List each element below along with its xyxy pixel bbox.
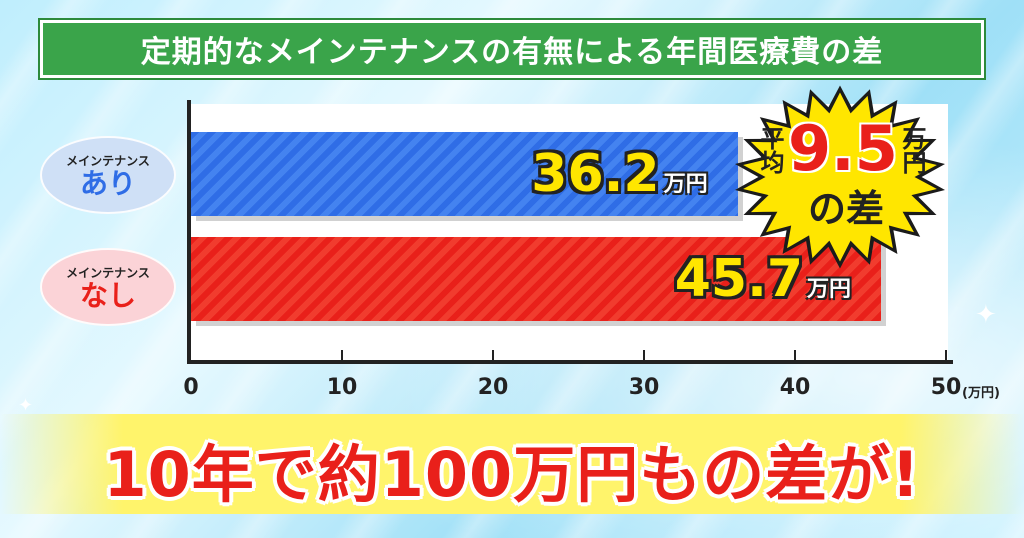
x-axis-tick-label: 0 [183,375,199,400]
x-axis-tick [643,350,645,360]
headline-banner [0,414,1024,514]
x-axis-tick [794,350,796,360]
x-axis-tick-label: 20 [477,375,509,400]
x-axis-tick [341,350,343,360]
bar-value-number: 36.2 [531,144,660,204]
bar-value-number: 45.7 [674,249,804,309]
chart-title-box: 定期的なメインテナンスの有無による年間医療費の差 [40,20,984,78]
bar-with-maintenance: 36.2 万円 [191,132,738,216]
x-axis-line [187,360,953,364]
callout-unit: 万円 [898,126,926,174]
sparkle-icon: ✦ [18,395,34,416]
chart-title: 定期的なメインテナンスの有無による年間医療費の差 [140,35,884,70]
bar-without-maintenance: 45.7 万円 [191,237,882,321]
category-label-with-maintenance: メインテナンス あり [40,136,176,214]
category-label-top: メインテナンス [66,153,150,168]
x-axis-tick-label: 40 [779,375,811,400]
category-label-main: あり [79,166,136,200]
x-axis-unit: (万円) [962,386,1000,401]
x-axis-tick-label: 10 [326,375,358,400]
category-label-without-maintenance: メインテナンス なし [40,248,176,326]
callout-prefix: 平均 [756,126,784,174]
difference-callout: 平均 9.5 万円 の差 [730,82,950,272]
category-label-main: なし [79,278,136,312]
sparkle-icon: ✦ [975,300,997,330]
y-axis-line [187,100,191,364]
bar-value-unit: 万円 [807,277,852,302]
callout-suffix: の差 [808,187,885,231]
x-axis-tick-label: 30 [628,375,660,400]
x-axis-tick [492,350,494,360]
bar-value-label: 36.2 万円 [531,144,707,204]
headline-text: 10年で約100万円もの差が! [103,438,921,511]
bar-value-unit: 万円 [663,172,708,197]
callout-number: 9.5 [788,112,898,185]
x-axis-tick [945,350,947,360]
category-label-top: メインテナンス [66,265,150,280]
difference-starburst [735,85,945,269]
bar-value-label: 45.7 万円 [675,249,851,309]
x-axis-tick-label: 50 [930,375,962,400]
